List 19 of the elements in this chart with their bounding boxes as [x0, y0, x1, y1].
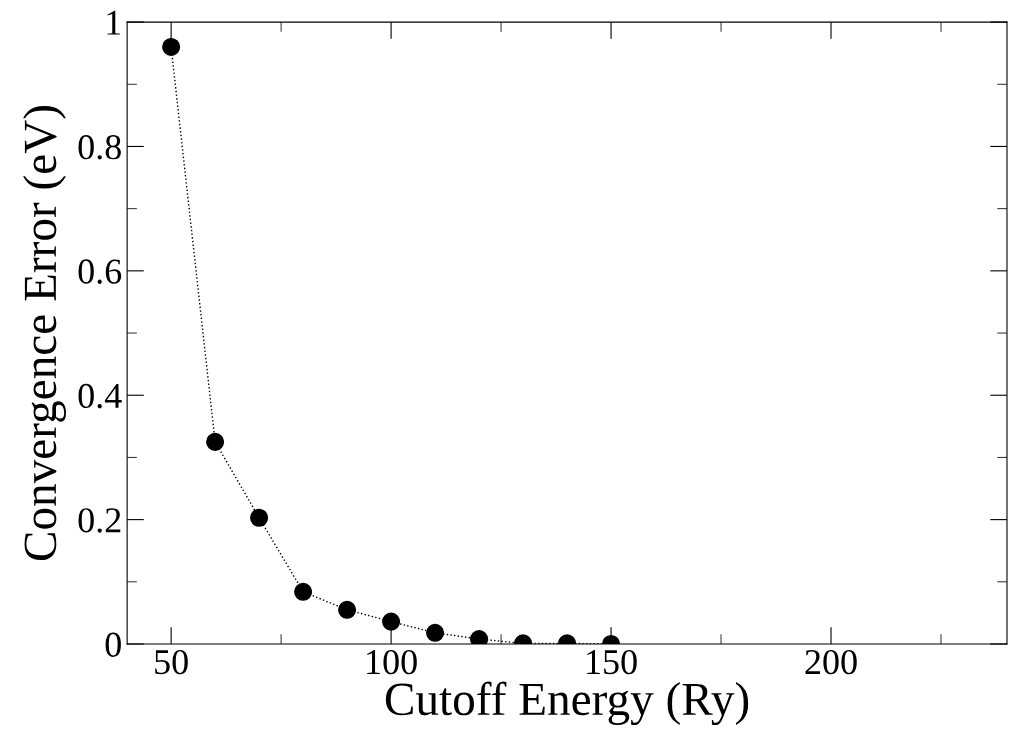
y-tick-label: 0.6: [78, 259, 122, 284]
y-axis-title: Convergence Error (eV): [23, 106, 67, 561]
y-tick-label: 1: [107, 10, 121, 35]
point: [206, 432, 225, 451]
point: [426, 623, 445, 642]
point: [250, 508, 269, 527]
point: [338, 600, 357, 619]
point: [294, 582, 313, 601]
point: [162, 37, 181, 56]
y-tick-label: 0.4: [78, 383, 122, 409]
y-tick-label: 0.8: [78, 134, 121, 160]
x-tick-label: 50: [155, 649, 188, 675]
x-axis-title: Cutoff Energy (Ry): [385, 681, 749, 726]
x-tick-label: 200: [805, 649, 857, 675]
x-tick-label: 150: [587, 649, 637, 675]
point: [382, 612, 401, 631]
y-tick-label: 0.2: [78, 508, 121, 533]
y-tick-label: 0: [105, 632, 121, 657]
x-tick-label: 100: [367, 649, 417, 675]
